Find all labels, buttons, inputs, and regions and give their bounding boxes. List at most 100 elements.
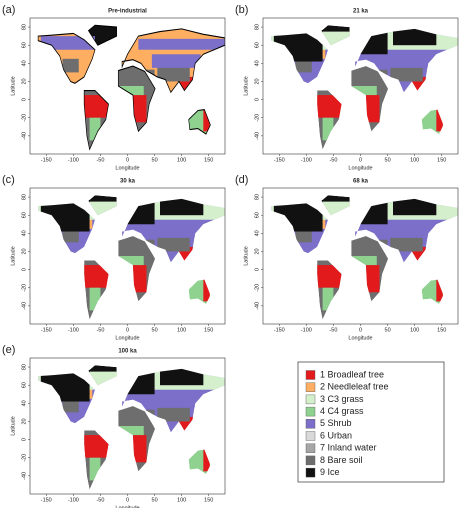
panel-label: (d) [235,174,248,186]
x-tick-label: -150 [274,327,285,333]
legend: 1 Broadleaf tree 2 Needleleaf tree 3 C3 gr… [297,361,445,483]
legend-box [297,361,445,483]
x-tick-label: -150 [274,157,285,163]
x-axis-label: Longitude [115,335,139,341]
y-axis-label: Latitude [10,416,16,436]
y-axis-label: Latitude [243,246,249,266]
y-tick-label: 20 [21,78,27,84]
legend-label: 4 C4 grass [320,406,364,416]
legend-swatch [305,406,316,417]
y-tick-label: 60 [21,42,27,48]
vegetation-patch [89,117,101,141]
coastline [83,89,109,151]
y-tick-label: -40 [254,132,260,140]
vegetation-patch [89,457,101,481]
x-axis-label: Longitude [348,335,372,341]
y-tick-label: 60 [21,382,27,388]
x-tick-label: -100 [68,157,79,163]
legend-label: 6 Urban [320,430,352,440]
legend-label: 3 C3 grass [320,394,364,404]
y-tick-label: 80 [21,24,27,30]
y-tick-label: -40 [21,472,27,480]
coastline [117,65,156,133]
vegetation-patch [436,108,443,132]
y-tick-label: 20 [21,418,27,424]
y-tick-label: 40 [21,400,27,406]
y-tick-label: -40 [21,132,27,140]
x-tick-label: 150 [204,327,213,333]
y-tick-label: -40 [21,302,27,310]
legend-label: 8 Bare soil [320,455,363,465]
x-tick-label: -100 [68,327,79,333]
y-tick-label: -20 [21,284,27,292]
y-tick-label: 20 [254,248,260,254]
vegetation-patch [151,224,201,238]
y-tick-label: 0 [254,268,260,271]
x-tick-label: 0 [359,327,362,333]
y-tick-label: 60 [254,42,260,48]
y-tick-label: 0 [21,438,27,441]
vegetation-patch [317,95,342,118]
coastline [188,109,211,135]
vegetation-patch [119,426,144,436]
vegetation-patch [352,86,377,96]
vegetation-patch [84,95,109,118]
vegetation-patch [40,36,95,50]
vegetation-patch [384,54,434,68]
y-tick-label: -40 [254,302,260,310]
y-tick-label: 20 [21,248,27,254]
vegetation-patch [393,197,437,216]
legend-swatch [305,467,316,478]
vegetation-patch [393,27,437,46]
legend-label: 5 Shrub [320,418,352,428]
x-tick-label: 50 [152,497,158,503]
y-tick-label: 40 [254,230,260,236]
y-axis-label: Latitude [243,76,249,96]
x-tick-label: -50 [96,157,104,163]
x-tick-label: -50 [329,157,337,163]
x-tick-label: 100 [410,327,419,333]
x-tick-label: 100 [410,157,419,163]
y-axis-label: Latitude [10,76,16,96]
legend-swatch [305,443,316,453]
legend-swatch [305,394,316,405]
x-tick-label: -50 [96,497,104,503]
y-tick-label: 0 [254,98,260,101]
x-tick-label: -100 [301,327,312,333]
x-tick-label: 100 [177,327,186,333]
legend-swatch [305,382,316,392]
map [37,24,225,151]
y-tick-label: 40 [21,60,27,66]
x-axis-label: Longitude [348,165,372,171]
vegetation-patch [62,56,79,73]
y-tick-label: 0 [21,98,27,101]
vegetation-patch [84,265,109,288]
vegetation-patch [119,86,144,96]
vegetation-patch [138,38,225,50]
y-tick-label: -20 [254,284,260,292]
x-tick-label: 150 [204,497,213,503]
vegetation-patch [322,117,334,141]
x-tick-label: 150 [437,327,446,333]
y-tick-label: 80 [21,364,27,370]
legend-label: 9 Ice [320,467,340,477]
vegetation-patch [384,224,434,238]
x-tick-label: 100 [177,497,186,503]
vegetation-patch [160,367,204,386]
legend-label: 1 Broadleaf tree [320,369,384,379]
x-tick-label: 50 [385,327,391,333]
y-tick-label: -20 [21,114,27,122]
y-tick-label: 40 [21,230,27,236]
legend-swatch [305,455,316,466]
vegetation-patch [322,287,334,311]
x-tick-label: -150 [41,497,52,503]
legend-swatch [305,431,316,441]
x-tick-label: 100 [177,157,186,163]
map-panel: (a) Pre-industrial -150 -100 -50 0 50 100 150 -40… [2,4,226,171]
panel-title: Pre-industrial [108,9,147,15]
x-tick-label: -100 [301,157,312,163]
vegetation-patch [317,265,342,288]
vegetation-patch [203,108,210,132]
vegetation-patch [89,287,101,311]
x-tick-label: 50 [152,157,158,163]
